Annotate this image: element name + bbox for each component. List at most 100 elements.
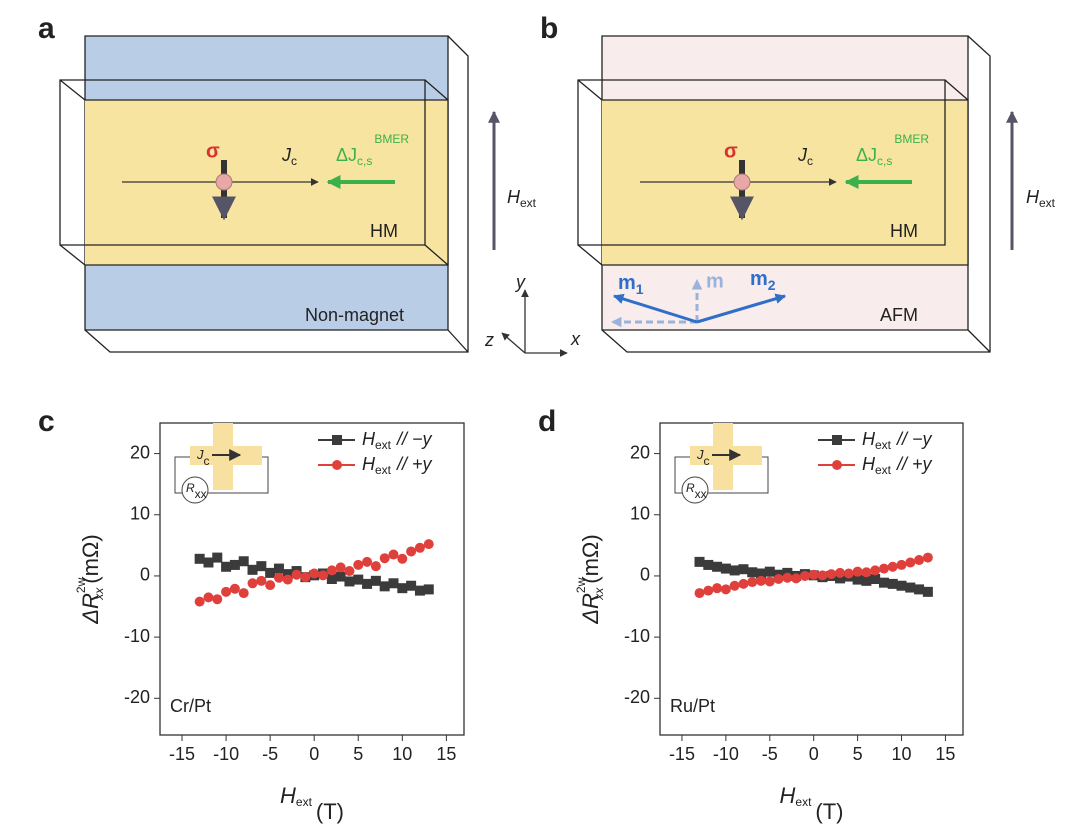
x-tick-label: 5 (853, 744, 863, 764)
legend-marker (832, 460, 842, 470)
text-part: xx (592, 587, 606, 601)
text-part: xx (195, 487, 207, 501)
data-point (273, 572, 284, 583)
text-part: J (196, 447, 204, 462)
y-tick-label: 10 (630, 504, 650, 524)
label: Hext (T) (780, 783, 844, 824)
label: Hext// −y (362, 429, 433, 452)
text-part: // +y (895, 454, 933, 474)
data-point (362, 578, 373, 589)
data-point (914, 555, 925, 566)
text-part: ext (375, 463, 392, 477)
inset-circuit (174, 456, 269, 494)
data-point (379, 581, 390, 592)
t: ΔJ (856, 145, 877, 165)
data-point (878, 563, 889, 574)
data-point (203, 557, 214, 568)
data-point (229, 583, 240, 594)
text-part: J (696, 447, 704, 462)
data-point (282, 574, 293, 585)
data-point (896, 580, 907, 591)
data-point (247, 578, 258, 589)
data-point (353, 574, 364, 585)
layer-label: HM (370, 221, 398, 241)
data-point (747, 567, 758, 578)
t: m (618, 272, 636, 294)
text-part: (T) (316, 799, 344, 824)
data-point (256, 575, 267, 586)
data-point (852, 566, 863, 577)
data-point (221, 561, 232, 572)
panel-label: a (38, 12, 55, 45)
x-tick-label: 15 (436, 744, 456, 764)
text-part: xx (92, 587, 106, 601)
t: c,s (357, 154, 372, 168)
data-point (344, 566, 355, 577)
data-point (326, 574, 337, 584)
data-point (773, 574, 784, 584)
data-point (423, 539, 434, 550)
label: Rxx (186, 481, 207, 501)
electron (733, 173, 751, 191)
inset-meter (181, 476, 209, 504)
text-part: ext (875, 463, 892, 477)
data-point (203, 592, 214, 603)
data-point (326, 565, 337, 576)
text-part: // −y (395, 429, 433, 449)
y-tick-label: 0 (640, 565, 650, 585)
t: H (1026, 187, 1040, 207)
data-point (738, 578, 749, 589)
data-point (729, 565, 740, 576)
m2-arrow (696, 293, 787, 324)
y-tick-label: 20 (630, 442, 650, 462)
data-point (256, 561, 267, 572)
t: BMER (894, 132, 929, 146)
label: Hext// +y (362, 454, 433, 477)
x-tick-label: 5 (353, 744, 363, 764)
text-part: c (704, 454, 710, 468)
electron (215, 173, 233, 191)
t: c (807, 154, 813, 168)
data-point (388, 549, 399, 560)
data-point (344, 576, 355, 587)
data-point (712, 583, 723, 594)
data-point (353, 559, 364, 570)
data-point (887, 561, 898, 572)
label: ΔR2w xx (mΩ) (74, 534, 106, 624)
x-tick-label: 0 (309, 744, 319, 764)
hm-outline (577, 79, 969, 266)
data-point (194, 596, 205, 607)
data-point (826, 569, 837, 580)
data-point (362, 556, 373, 567)
x-tick-label: -15 (169, 744, 195, 764)
data-point (878, 577, 889, 588)
text-part: xx (695, 487, 707, 501)
data-point (282, 569, 293, 580)
label: Hext// −y (862, 429, 933, 452)
data-point (922, 552, 933, 563)
data-point (720, 563, 731, 574)
inset-meter (681, 476, 709, 504)
x-tick-label: 0 (809, 744, 819, 764)
data-point (309, 568, 320, 579)
text-part: H (362, 454, 376, 474)
data-point (861, 575, 872, 586)
data-point (905, 557, 916, 568)
label: Hext (T) (280, 783, 344, 824)
data-point (194, 553, 205, 564)
t: BMER (374, 132, 409, 146)
data-point (238, 556, 249, 567)
data-point (905, 582, 916, 593)
text-part: ΔR (578, 593, 603, 625)
y-tick-label: 10 (130, 504, 150, 524)
data-point (843, 568, 854, 579)
t: ΔJ (336, 145, 357, 165)
data-point (370, 575, 381, 586)
text-part: ΔR (78, 593, 103, 625)
data-point (379, 553, 390, 564)
data-point (238, 588, 249, 599)
current-label: Jc (281, 145, 297, 168)
layer-label: Non-magnet (305, 305, 404, 325)
text-part: ext (296, 795, 313, 809)
